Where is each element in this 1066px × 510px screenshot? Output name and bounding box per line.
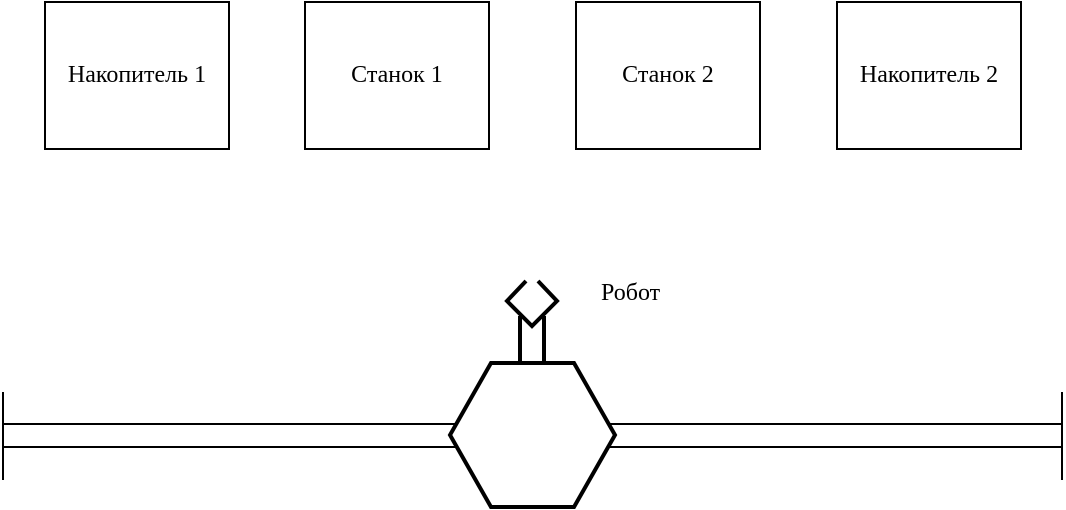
station-storage-2: Накопитель 2 xyxy=(836,1,1022,150)
robot-gripper-icon xyxy=(504,279,560,329)
station-machine-2-label: Станок 2 xyxy=(622,62,714,88)
station-machine-1-label: Станок 1 xyxy=(351,62,443,88)
robot-label: Робот xyxy=(601,280,661,306)
station-storage-1-label: Накопитель 1 xyxy=(67,62,207,88)
station-storage-1: Накопитель 1 xyxy=(44,1,230,150)
station-storage-2-label: Накопитель 2 xyxy=(859,62,999,88)
robot-body-hexagon xyxy=(447,361,618,509)
station-machine-2: Станок 2 xyxy=(575,1,761,150)
station-machine-1: Станок 1 xyxy=(304,1,490,150)
